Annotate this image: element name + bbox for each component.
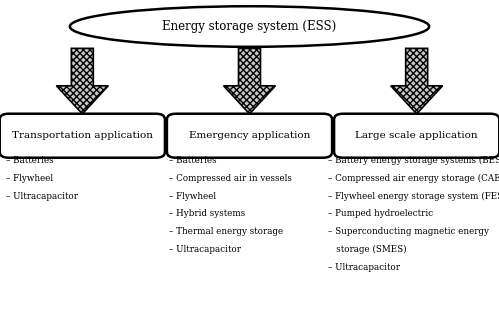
FancyBboxPatch shape xyxy=(0,114,165,158)
Text: – Flywheel: – Flywheel xyxy=(6,174,53,183)
Text: – Superconducting magnetic energy: – Superconducting magnetic energy xyxy=(328,227,490,236)
Text: – Flywheel: – Flywheel xyxy=(169,192,216,201)
Text: – Batteries: – Batteries xyxy=(169,156,216,165)
Text: Transportation application: Transportation application xyxy=(12,131,153,140)
Text: Large scale application: Large scale application xyxy=(355,131,478,140)
Text: Emergency application: Emergency application xyxy=(189,131,310,140)
Text: – Batteries: – Batteries xyxy=(6,156,53,165)
Polygon shape xyxy=(391,48,443,114)
Text: storage (SMES): storage (SMES) xyxy=(328,245,407,254)
Text: – Ultracapacitor: – Ultracapacitor xyxy=(328,263,400,272)
Text: – Compressed air energy storage (CAES): – Compressed air energy storage (CAES) xyxy=(328,174,499,183)
Text: Energy storage system (ESS): Energy storage system (ESS) xyxy=(162,20,337,33)
Text: – Ultracapacitor: – Ultracapacitor xyxy=(6,192,78,201)
FancyBboxPatch shape xyxy=(167,114,332,158)
Ellipse shape xyxy=(70,6,429,47)
Text: – Thermal energy storage: – Thermal energy storage xyxy=(169,227,283,236)
Text: – Compressed air in vessels: – Compressed air in vessels xyxy=(169,174,291,183)
FancyBboxPatch shape xyxy=(334,114,499,158)
Text: – Ultracapacitor: – Ultracapacitor xyxy=(169,245,241,254)
Text: – Pumped hydroelectric: – Pumped hydroelectric xyxy=(328,209,434,218)
Polygon shape xyxy=(224,48,275,114)
Text: – Battery energy storage systems (BESS): – Battery energy storage systems (BESS) xyxy=(328,156,499,165)
Text: – Hybrid systems: – Hybrid systems xyxy=(169,209,245,218)
Polygon shape xyxy=(56,48,108,114)
Text: – Flywheel energy storage system (FESS): – Flywheel energy storage system (FESS) xyxy=(328,192,499,201)
